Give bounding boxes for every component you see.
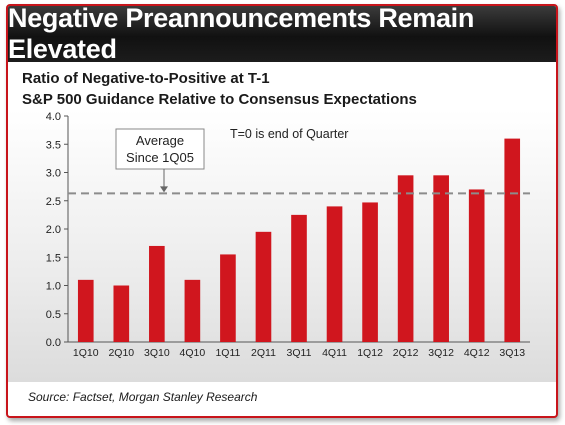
y-tick-label: 2.5 xyxy=(46,196,61,208)
x-tick-label: 1Q11 xyxy=(215,347,240,359)
chart-subtitle: Ratio of Negative-to-Positive at T-1 S&P… xyxy=(22,68,417,110)
plot-background xyxy=(8,110,556,382)
bar-3q13 xyxy=(504,138,521,342)
x-tick-label: 2Q11 xyxy=(251,347,276,359)
x-tick-label: 2Q12 xyxy=(393,347,419,359)
bar-3q10 xyxy=(149,245,165,342)
bar-3q12 xyxy=(433,175,449,342)
y-tick-label: 3.0 xyxy=(46,168,61,180)
x-tick-label: 3Q12 xyxy=(428,347,454,359)
x-tick-label: 3Q10 xyxy=(144,347,170,359)
bar-3q11 xyxy=(291,214,307,342)
bar-4q11 xyxy=(326,206,343,342)
bar-1q11 xyxy=(220,254,236,342)
x-tick-label: 4Q12 xyxy=(464,347,490,359)
subtitle-line-2: S&P 500 Guidance Relative to Consensus E… xyxy=(22,91,417,108)
x-tick-label: 2Q10 xyxy=(108,347,134,359)
bar-1q10 xyxy=(77,279,94,342)
average-label-line-2: Since 1Q05 xyxy=(126,150,194,165)
x-tick-label: 4Q11 xyxy=(322,347,347,359)
y-tick-label: 0.5 xyxy=(46,309,61,321)
y-tick-label: 0.0 xyxy=(46,337,61,349)
bar-2q10 xyxy=(113,285,130,342)
y-tick-label: 1.5 xyxy=(46,252,61,264)
x-tick-label: 3Q13 xyxy=(499,347,525,359)
average-callout-arrowhead xyxy=(160,186,168,193)
quarter-annotation: T=0 is end of Quarter xyxy=(230,127,348,141)
bar-2q12 xyxy=(397,175,414,342)
x-tick-label: 4Q10 xyxy=(180,347,206,359)
x-tick-label: 1Q12 xyxy=(357,347,383,359)
average-callout-box xyxy=(115,128,205,170)
chart-frame: Negative Preannouncements Remain Elevate… xyxy=(6,4,558,418)
bar-1q12 xyxy=(362,202,378,342)
x-tick-label: 3Q11 xyxy=(287,347,312,359)
bar-chart: 0.0 0.5 1.0 1.5 2.0 2.5 3.0 3.5 4.0 1Q10 2Q10 3Q10 4… xyxy=(46,111,530,359)
y-tick-label: 1.0 xyxy=(46,281,61,293)
y-tick-label: 2.0 xyxy=(46,224,61,236)
y-tick-label: 3.5 xyxy=(46,139,61,151)
y-tick-label: 4.0 xyxy=(46,111,61,123)
bar-4q12 xyxy=(468,189,485,342)
bar-2q11 xyxy=(255,231,272,342)
chart-title: Negative Preannouncements Remain Elevate… xyxy=(8,6,556,64)
subtitle-line-1: Ratio of Negative-to-Positive at T-1 xyxy=(22,70,270,87)
average-label-line-1: Average xyxy=(136,133,184,148)
bar-4q10 xyxy=(184,279,201,342)
source-note: Source: Factset, Morgan Stanley Research xyxy=(28,390,258,404)
x-tick-label: 1Q10 xyxy=(73,347,99,359)
